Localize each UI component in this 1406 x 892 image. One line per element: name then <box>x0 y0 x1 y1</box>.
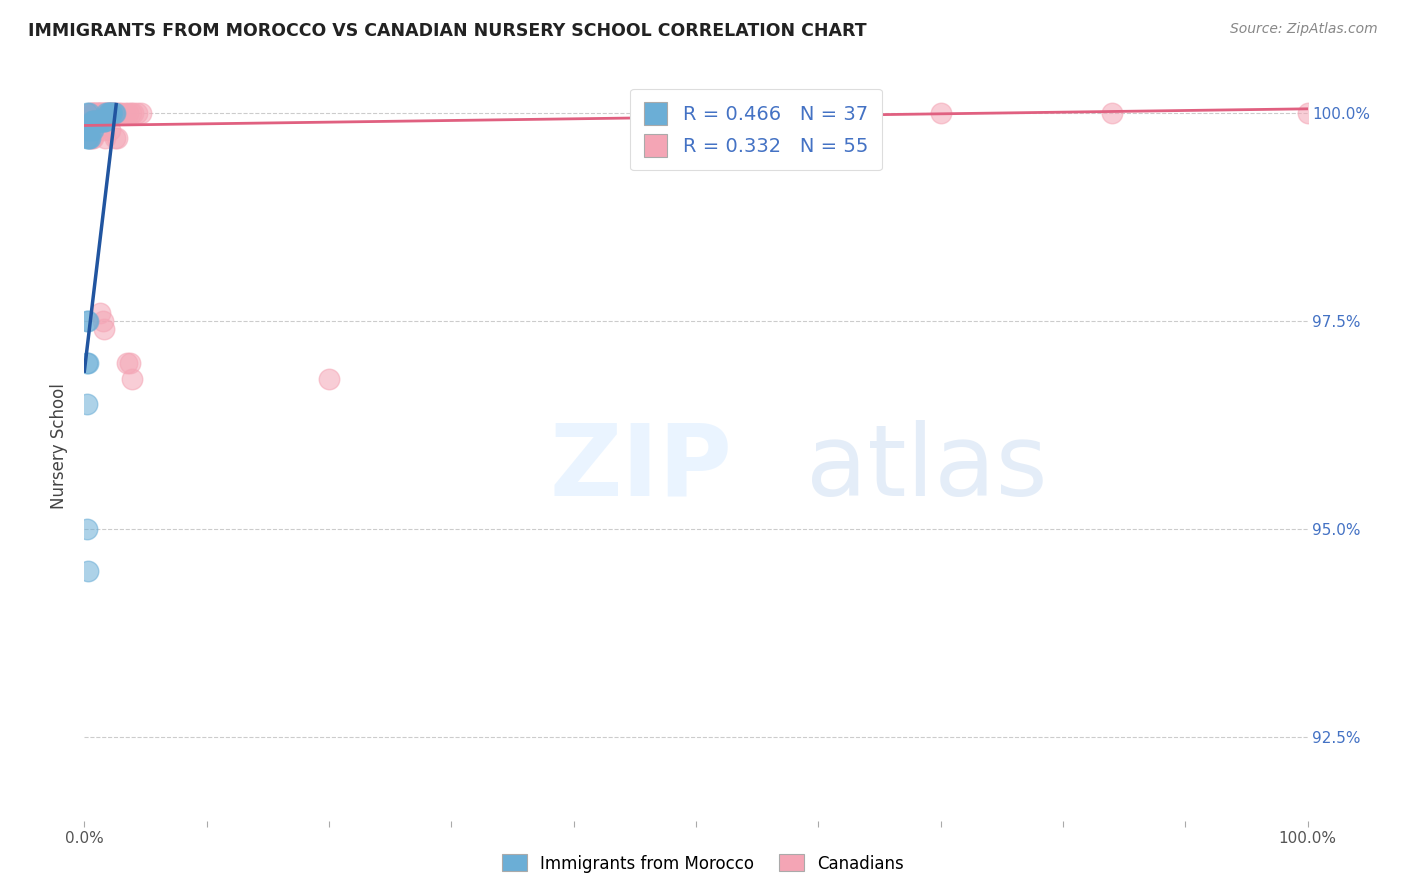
Point <box>125 106 148 120</box>
Point <box>77 122 100 136</box>
Point <box>1296 106 1319 120</box>
Point <box>105 131 128 145</box>
Point <box>96 106 118 120</box>
Point <box>122 106 145 120</box>
Point <box>90 114 112 128</box>
Point <box>93 106 115 120</box>
Point <box>318 372 340 386</box>
Point <box>117 106 139 120</box>
Point <box>94 131 117 145</box>
Point <box>98 106 121 120</box>
Text: ZIP: ZIP <box>550 420 733 517</box>
Point <box>103 106 125 120</box>
Point <box>83 122 105 136</box>
Text: Source: ZipAtlas.com: Source: ZipAtlas.com <box>1230 22 1378 37</box>
Point <box>94 106 117 120</box>
Text: atlas: atlas <box>806 420 1047 517</box>
Point <box>82 122 104 136</box>
Point <box>83 114 105 128</box>
Point <box>77 564 100 578</box>
Legend: Immigrants from Morocco, Canadians: Immigrants from Morocco, Canadians <box>495 847 911 880</box>
Point <box>104 106 127 120</box>
Point <box>101 106 124 120</box>
Point <box>97 106 120 120</box>
Point <box>77 314 100 328</box>
Text: IMMIGRANTS FROM MOROCCO VS CANADIAN NURSERY SCHOOL CORRELATION CHART: IMMIGRANTS FROM MOROCCO VS CANADIAN NURS… <box>28 22 866 40</box>
Point <box>97 106 120 120</box>
Point <box>76 106 98 120</box>
Point <box>82 114 104 128</box>
Point <box>84 114 107 128</box>
Point <box>89 114 111 128</box>
Point <box>79 122 101 136</box>
Point <box>101 106 124 120</box>
Point <box>77 122 100 136</box>
Point <box>97 106 120 120</box>
Point <box>89 306 111 320</box>
Point <box>82 106 104 120</box>
Point <box>79 131 101 145</box>
Point <box>91 314 114 328</box>
Point <box>100 106 122 120</box>
Point <box>77 122 100 136</box>
Point <box>84 106 107 120</box>
Point <box>87 106 110 120</box>
Point <box>110 106 132 120</box>
Point <box>86 106 108 120</box>
Point <box>76 131 98 145</box>
Point <box>86 114 108 128</box>
Point <box>93 114 115 128</box>
Point <box>118 356 141 370</box>
Point <box>76 356 98 370</box>
Point <box>91 114 114 128</box>
Point <box>76 522 98 536</box>
Point <box>98 122 121 136</box>
Point <box>103 106 125 120</box>
Point <box>129 106 152 120</box>
Point <box>77 131 100 145</box>
Point <box>79 106 101 120</box>
Point <box>80 131 103 145</box>
Point <box>91 122 114 136</box>
Point <box>87 114 110 128</box>
Point <box>77 106 100 120</box>
Point <box>115 356 138 370</box>
Point <box>76 397 98 411</box>
Point <box>77 356 100 370</box>
Point <box>87 114 110 128</box>
Point <box>80 114 103 128</box>
Point <box>104 106 127 120</box>
Point <box>76 114 98 128</box>
Point <box>96 106 118 120</box>
Point <box>107 106 129 120</box>
Point <box>89 106 111 120</box>
Point <box>94 114 117 128</box>
Point <box>87 106 110 120</box>
Point <box>104 131 127 145</box>
Point <box>76 314 98 328</box>
Point <box>90 106 112 120</box>
Point <box>83 106 105 120</box>
Point <box>86 122 108 136</box>
Point <box>105 106 128 120</box>
Legend: R = 0.466   N = 37, R = 0.332   N = 55: R = 0.466 N = 37, R = 0.332 N = 55 <box>630 88 882 170</box>
Point <box>93 322 115 336</box>
Point <box>79 131 101 145</box>
Point <box>80 122 103 136</box>
Point <box>91 106 114 120</box>
Point <box>80 106 103 120</box>
Point <box>1101 106 1123 120</box>
Point <box>929 106 952 120</box>
Point <box>77 114 100 128</box>
Point <box>114 106 136 120</box>
Point <box>77 131 100 145</box>
Y-axis label: Nursery School: Nursery School <box>51 383 69 509</box>
Point <box>97 106 120 120</box>
Point <box>121 372 143 386</box>
Point <box>82 131 104 145</box>
Point <box>77 114 100 128</box>
Point <box>100 106 122 120</box>
Point <box>98 106 121 120</box>
Point <box>120 106 142 120</box>
